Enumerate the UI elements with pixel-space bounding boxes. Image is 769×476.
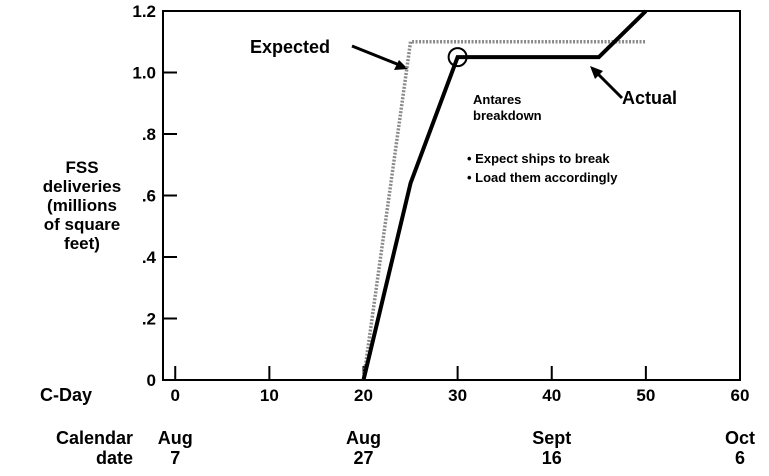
x-tick-label: 20: [354, 386, 373, 405]
y-tick-label: 1.2: [132, 2, 156, 21]
x2-tick-label: 16: [542, 448, 562, 468]
annotation: • Expect ships to break: [467, 151, 610, 166]
x2-tick-label: Aug: [346, 428, 381, 448]
x-tick-label: 50: [636, 386, 655, 405]
y-tick-label: 1.0: [132, 64, 156, 83]
y-axis-label: FSS: [65, 158, 98, 177]
y-tick-label: .8: [142, 125, 156, 144]
x2-axis-label: date: [96, 448, 133, 468]
x-tick-label: 30: [448, 386, 467, 405]
x-tick-label: 40: [542, 386, 561, 405]
x-tick-label: 0: [171, 386, 180, 405]
y-tick-label: .2: [142, 310, 156, 329]
annotation: • Load them accordingly: [467, 170, 618, 185]
x2-axis-label: Calendar: [56, 428, 133, 448]
x2-tick-label: 7: [170, 448, 180, 468]
actual-label: Actual: [622, 88, 677, 108]
y-axis-label: (millions: [47, 196, 117, 215]
y-tick-label: .6: [142, 187, 156, 206]
plot-frame: [162, 10, 741, 381]
annotation: breakdown: [473, 108, 542, 123]
line-0: [361, 40, 646, 381]
arrow: [351, 44, 403, 68]
x2-tick-label: 6: [735, 448, 745, 468]
x2-tick-label: Aug: [158, 428, 193, 448]
y-tick-label: 0: [147, 371, 156, 390]
arrowhead: [590, 66, 603, 79]
x-axis-label: C-Day: [40, 385, 92, 405]
annotation: Antares: [473, 92, 521, 107]
y-tick-label: .4: [142, 248, 157, 267]
arrow: [594, 70, 624, 100]
breakdown-marker: [447, 47, 468, 68]
arrowhead: [394, 60, 408, 70]
x2-tick-label: 27: [353, 448, 373, 468]
x2-tick-label: Oct: [725, 428, 755, 448]
y-axis-label: of square: [44, 215, 121, 234]
x2-tick-label: Sept: [532, 428, 571, 448]
x-tick-label: 60: [731, 386, 750, 405]
y-axis-label: feet): [64, 234, 100, 253]
line-1: [361, 9, 648, 381]
y-axis-label: deliveries: [43, 177, 121, 196]
x-tick-label: 10: [260, 386, 279, 405]
expected-label: Expected: [250, 37, 330, 57]
